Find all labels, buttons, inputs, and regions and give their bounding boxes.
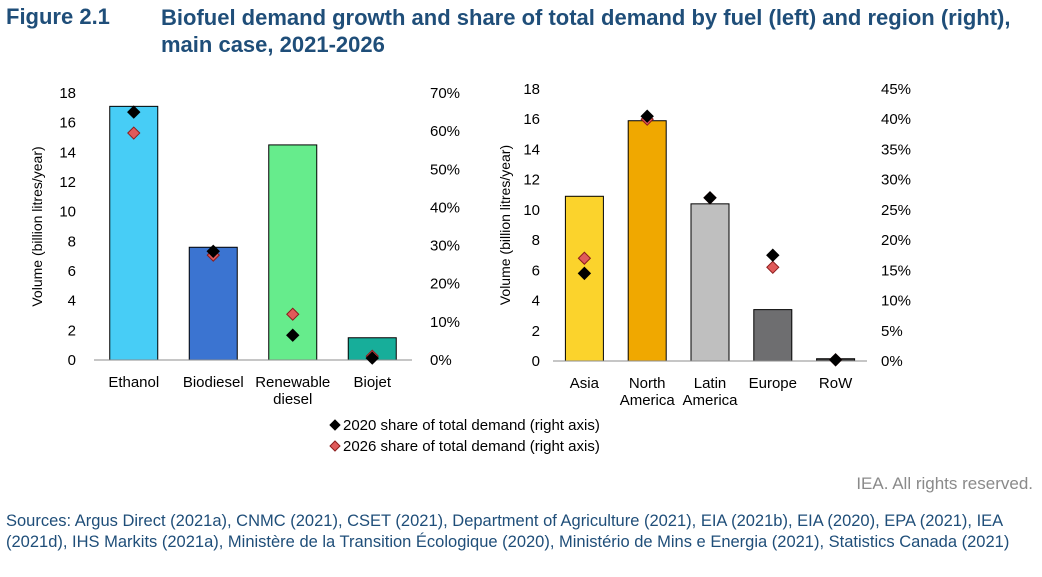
chart1-marker-2020 (286, 328, 300, 342)
chart1-ytick-label: 14 (59, 144, 76, 161)
chart1-ytick-label: 10 (59, 204, 76, 221)
chart1-bar-2 (188, 246, 238, 361)
chart2-ytick-label: 6 (532, 262, 540, 279)
chart2-bar-2 (627, 120, 667, 362)
chart1-y2tick-label: 30% (430, 238, 460, 255)
chart2-ytick-label: 8 (532, 232, 540, 249)
chart2-marker-2020 (766, 248, 780, 262)
chart2-category-label: Latin (694, 375, 727, 392)
chart2-y2tick-label: 15% (881, 262, 911, 279)
chart1-category-label: Biojet (353, 374, 391, 391)
chart1-ytick-label: 16 (59, 115, 76, 132)
chart1-category-label: Renewable (255, 374, 330, 391)
chart1-marker-2020 (127, 105, 141, 119)
chart1-y2tick-label: 10% (430, 314, 460, 331)
chart2-marker-2026 (577, 251, 592, 265)
chart1-ytick-label: 18 (59, 85, 76, 102)
chart1-marker-2020 (365, 351, 379, 365)
chart2-y2tick-label: 35% (881, 141, 911, 158)
legend-label-1: 2020 share of total demand (right axis) (343, 417, 600, 434)
chart1-y2tick-label: 50% (430, 161, 460, 178)
chart1-ytick-label: 2 (68, 322, 76, 339)
chart1-ytick-label: 8 (68, 233, 76, 250)
chart2-ytick-label: 12 (523, 172, 540, 189)
chart2-marker-2020 (828, 353, 843, 367)
chart2-marker-2026 (766, 260, 780, 275)
chart2-category-label: Asia (570, 375, 600, 392)
chart1-bar-3 (268, 144, 318, 361)
chart2-category-label: North (629, 375, 666, 392)
chart2-bar-3 (690, 203, 730, 362)
chart2-category-label: America (620, 392, 676, 409)
chart2-y2tick-label: 25% (881, 202, 911, 219)
chart1-y2tick-label: 0% (430, 352, 452, 369)
chart2-marker-2020 (640, 109, 654, 123)
chart2-ytick-label: 14 (523, 141, 540, 158)
chart1-ytick-label: 4 (68, 293, 76, 310)
chart2-bar-4 (753, 309, 793, 362)
chart1-bar-1 (109, 105, 159, 361)
legend-marker-1 (329, 419, 341, 431)
chart1-ytick-label: 6 (68, 263, 76, 280)
chart1-category-label: Biodiesel (183, 374, 244, 391)
chart2-ytick-label: 2 (532, 323, 540, 340)
chart2-ytick-label: 4 (532, 293, 540, 310)
chart2-marker-2020 (577, 266, 592, 281)
chart2-y2tick-label: 40% (881, 111, 911, 128)
chart1-y2tick-label: 60% (430, 123, 460, 140)
chart1-marker-2026 (127, 126, 141, 140)
chart1-y2tick-label: 40% (430, 199, 460, 216)
chart1-marker-2020 (206, 244, 220, 259)
figure-label: Figure 2.1 (6, 4, 110, 29)
chart1-ytick-label: 12 (59, 174, 76, 191)
figure-charts: 0246810121416180%10%20%30%40%50%60%70%Vo… (29, 81, 911, 455)
chart2-y2tick-label: 30% (881, 172, 911, 189)
rights-notice: IEA. All rights reserved. (856, 474, 1033, 493)
chart1-y2tick-label: 20% (430, 276, 460, 293)
chart2-y2tick-label: 0% (881, 353, 903, 370)
chart2-ytick-label: 0 (532, 353, 540, 370)
chart2-y2tick-label: 5% (881, 323, 903, 340)
chart2-category-label: America (682, 392, 738, 409)
chart2-y2tick-label: 45% (881, 81, 911, 98)
sources-note: Sources: Argus Direct (2021a), CNMC (202… (6, 512, 1010, 551)
chart1-category-label: Ethanol (108, 374, 159, 391)
chart1-marker-2026 (286, 307, 300, 321)
chart2-ytick-label: 18 (523, 81, 540, 98)
legend-label-2: 2026 share of total demand (right axis) (343, 438, 600, 455)
chart2-y2tick-label: 20% (881, 232, 911, 249)
chart2-ytick-label: 10 (523, 202, 540, 219)
chart2-marker-2020 (703, 191, 717, 205)
chart2-y-axis-label: Volume (billion litres/year) (497, 145, 513, 305)
chart2-category-label: RoW (819, 375, 853, 392)
chart1-y2tick-label: 70% (430, 85, 460, 102)
legend-marker-2 (329, 440, 341, 452)
chart2-ytick-label: 16 (523, 111, 540, 128)
chart1-y-axis-label: Volume (billion litres/year) (29, 146, 45, 306)
chart2-y2tick-label: 10% (881, 293, 911, 310)
chart1-ytick-label: 0 (68, 352, 76, 369)
chart2-category-label: Europe (749, 375, 797, 392)
figure-title: Biofuel demand growth and share of total… (161, 5, 1011, 57)
chart1-category-label: diesel (273, 391, 312, 408)
